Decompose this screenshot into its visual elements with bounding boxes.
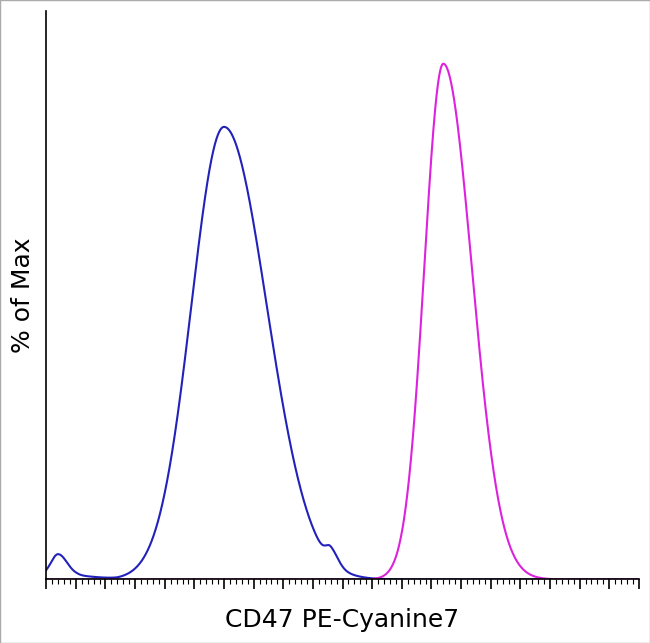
Y-axis label: % of Max: % of Max bbox=[11, 237, 35, 353]
X-axis label: CD47 PE-Cyanine7: CD47 PE-Cyanine7 bbox=[226, 608, 460, 632]
